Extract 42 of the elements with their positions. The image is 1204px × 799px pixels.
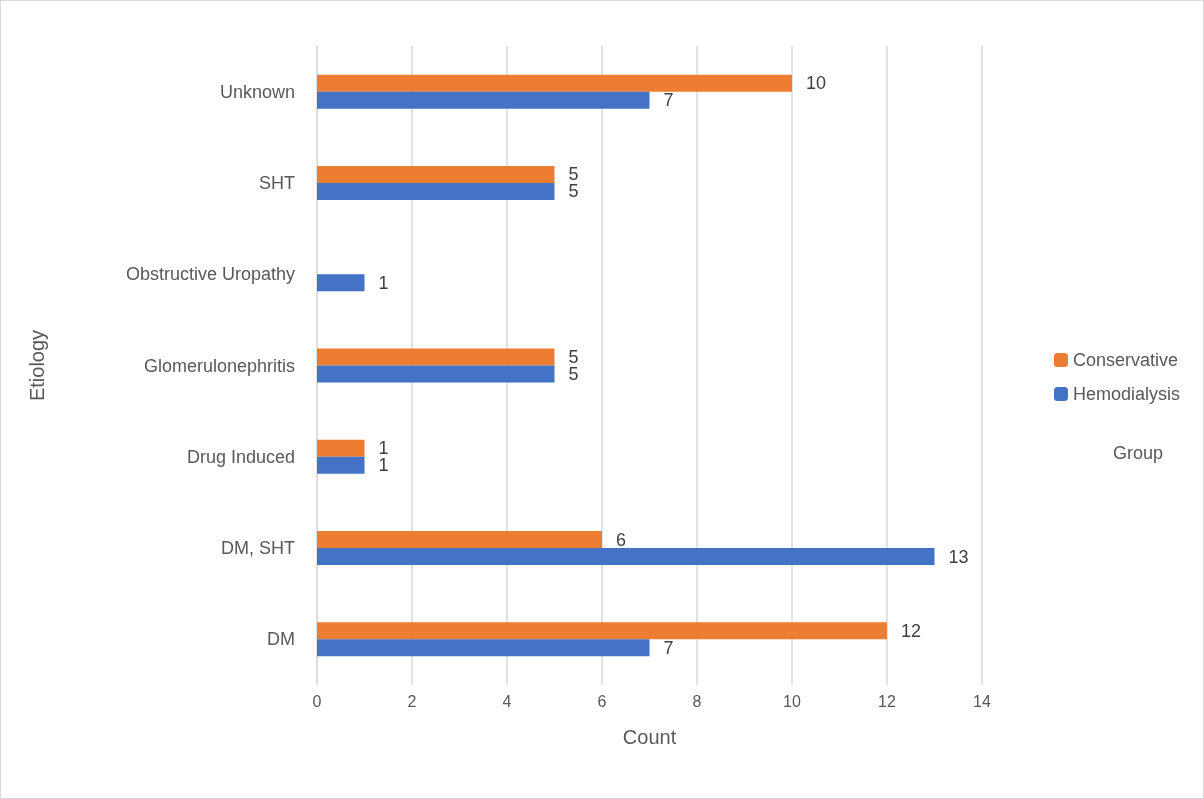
y-tick-label: SHT	[259, 172, 295, 193]
data-label: 10	[806, 73, 827, 94]
x-tick-label: 12	[878, 692, 896, 710]
bar	[317, 74, 792, 92]
x-tick-label: 2	[407, 692, 417, 710]
bar	[317, 165, 555, 183]
x-tick-label: 14	[973, 692, 991, 710]
data-label: 5	[568, 364, 579, 384]
x-tick-label: 8	[692, 692, 702, 710]
bar	[317, 548, 935, 566]
y-tick-label: DM, SHT	[221, 538, 295, 559]
data-label: 7	[663, 90, 674, 111]
y-tick-label: Unknown	[219, 81, 295, 102]
x-tick-label: 0	[312, 692, 322, 710]
x-tick-label: 10	[783, 692, 801, 710]
x-tick-label: 6	[597, 692, 607, 710]
data-label: 5	[568, 347, 579, 367]
bar	[317, 274, 365, 292]
y-tick-label: Glomerulonephritis	[143, 355, 295, 376]
legend-label: Hemodialysis	[1072, 384, 1181, 404]
y-tick-label: Drug Induced	[186, 446, 295, 467]
legend-label: Conservative	[1072, 350, 1179, 370]
x-axis-title: Count	[622, 726, 677, 748]
y-tick-label: DM	[267, 629, 295, 650]
y-tick-label: Obstructive Uropathy	[125, 264, 295, 285]
bar	[317, 182, 555, 200]
bar	[317, 639, 650, 657]
x-tick-label: 4	[502, 692, 512, 710]
bar	[317, 365, 555, 383]
legend-title: Group	[1112, 443, 1163, 463]
data-label: 12	[901, 620, 922, 641]
bar	[317, 531, 602, 549]
data-label: 7	[663, 637, 674, 658]
data-label: 13	[948, 546, 969, 567]
bar	[317, 622, 887, 640]
data-label: 6	[616, 529, 627, 550]
bar	[317, 348, 555, 366]
bar	[317, 456, 365, 474]
y-axis-title: Etiology	[26, 329, 48, 402]
bar	[317, 91, 650, 109]
bar	[317, 439, 365, 457]
data-label: 1	[378, 272, 389, 293]
